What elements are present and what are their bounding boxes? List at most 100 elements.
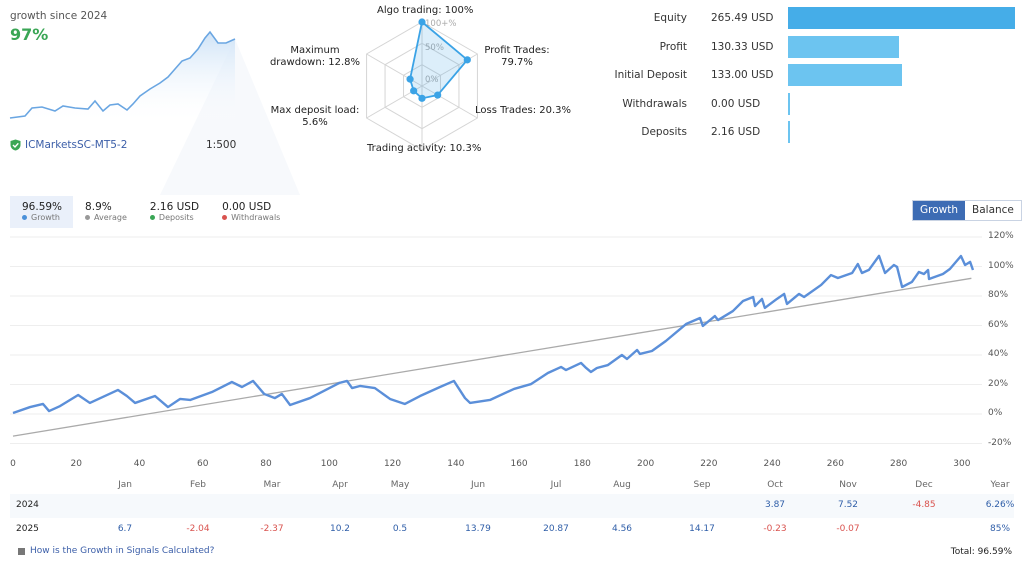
x-tick-label: 200 [637,459,655,469]
stat-label: Profit [659,40,687,53]
broker-name: ICMarketsSC-MT5-2 [25,139,128,151]
stat-value: 265.49 USD [711,12,774,24]
x-tick-label: 260 [826,459,844,469]
y-tick-label: 0% [988,408,1003,418]
month-value: -4.85 [912,500,936,510]
summary-deposits[interactable]: 2.16 USD Deposits [138,196,210,228]
month-value: -2.37 [260,524,284,534]
stat-label: Equity [653,12,687,24]
x-tick-label: 100 [320,459,338,469]
balance-toggle-button[interactable]: Balance [972,204,1014,216]
month-header: May [390,480,410,490]
month-header: Jun [470,480,486,490]
stat-value: 130.33 USD [711,40,774,53]
month-header: Jul [550,480,562,490]
summary-label: Deposits [149,213,199,222]
summary-label-text: Average [94,213,127,222]
radar-label-profit: Profit Trades: 79.7% [484,45,550,68]
month-value: -2.04 [186,524,210,534]
help-link[interactable]: How is the Growth in Signals Calculated? [18,546,214,556]
leverage: 1:500 [206,139,237,151]
radar-ring-label: 50% [425,43,444,53]
total-growth: Total: 96.59% [950,547,1012,557]
summary-label-text: Growth [31,213,60,222]
month-header: Year [990,480,1010,490]
growth-toggle-button[interactable]: Growth [913,201,966,220]
chart-mode-toggle[interactable]: Growth Balance [912,200,1022,221]
year-label: 2025 [16,524,39,534]
summary-bar: 96.59% Growth 8.9% Average 2.16 USD Deposits 0… [10,196,291,228]
summary-growth[interactable]: 96.59% Growth [10,196,74,228]
radar-point[interactable] [406,75,414,83]
summary-value: 96.59% [22,201,63,213]
sparkline-line [9,30,236,119]
x-tick-label: 280 [890,459,908,469]
stat-row-withdrawals: Withdrawals 0.00 USD [600,92,1024,117]
growth-line [12,254,975,415]
year-label: 2024 [16,500,39,510]
x-tick-label: 240 [763,459,781,469]
radar-point[interactable] [434,91,442,99]
month-header: Aug [613,480,631,490]
month-header: Sep [693,480,711,490]
summary-withdrawals[interactable]: 0.00 USD Withdrawals [210,196,291,228]
radar-label-loss: Loss Trades: 20.3% [475,105,572,116]
radar-label-algo: Algo trading: 100% [377,5,474,16]
stat-bar [788,121,790,143]
radar-point[interactable] [463,56,471,64]
stat-value: 133.00 USD [711,69,774,81]
month-value: 10.2 [329,524,351,534]
month-value: 0.5 [392,524,408,534]
summary-label-text: Deposits [158,213,194,222]
x-tick-label: 140 [447,459,465,469]
stat-label: Initial Deposit [614,69,687,81]
y-tick-label: 100% [988,260,1014,271]
month-value: -0.07 [836,524,860,534]
y-tick-label: 60% [988,319,1009,330]
stat-label: Withdrawals [622,97,687,110]
summary-label: Withdrawals [222,213,280,222]
month-value: 6.7 [117,524,133,534]
stat-row-equity: Equity 265.49 USD [600,7,1024,31]
x-tick-label: 60 [197,459,209,469]
table-row: 2024 3.87 7.52 -4.85 6.26% [10,494,1014,518]
x-tick-label: 20 [70,459,82,469]
radar-point[interactable] [418,18,426,26]
radar-label-activity: Trading activity: 10.3% [367,143,482,154]
x-tick-label: 0 [10,459,16,469]
x-tick-label: 160 [510,459,528,469]
x-tick-label: 180 [573,459,591,469]
growth-chart [10,236,982,444]
radar-ring-label: 0% [425,75,439,85]
stat-label: Deposits [641,126,687,138]
stat-row-profit: Profit 130.33 USD [600,35,1024,60]
y-tick-label: 20% [988,378,1009,389]
help-icon [18,547,25,555]
month-header: Apr [332,480,348,490]
x-tick-label: 300 [953,459,971,469]
month-value: 20.87 [543,524,569,534]
radar-point[interactable] [410,87,418,95]
summary-label: Average [85,213,127,222]
stat-value: 0.00 USD [711,97,761,110]
shield-check-icon [10,139,21,151]
month-header: Feb [190,480,206,490]
month-header: Dec [915,480,933,490]
summary-label-text: Withdrawals [231,213,281,222]
y-tick-label: 120% [988,231,1014,241]
stat-row-deposits: Deposits 2.16 USD [600,121,1024,145]
table-header-row: Jan Feb Mar Apr May Jun Jul Aug Sep Oct Nov Dec Year [10,474,1014,498]
broker-server[interactable]: ICMarketsSC-MT5-2 [10,139,127,151]
radar-point[interactable] [418,94,426,102]
stat-bar [788,92,790,115]
month-header: Mar [263,480,281,490]
summary-average[interactable]: 8.9% Average [73,196,138,228]
growth-value: 97% [10,25,49,44]
radar-label-drawdown: Maximum drawdown: 12.8% [269,45,361,68]
summary-value: 0.00 USD [222,201,272,213]
legend-dot-icon [22,215,27,220]
month-value: 3.87 [764,500,786,510]
x-tick-label: 40 [133,459,146,469]
month-value: 4.56 [611,524,633,534]
stat-bar [788,35,900,58]
